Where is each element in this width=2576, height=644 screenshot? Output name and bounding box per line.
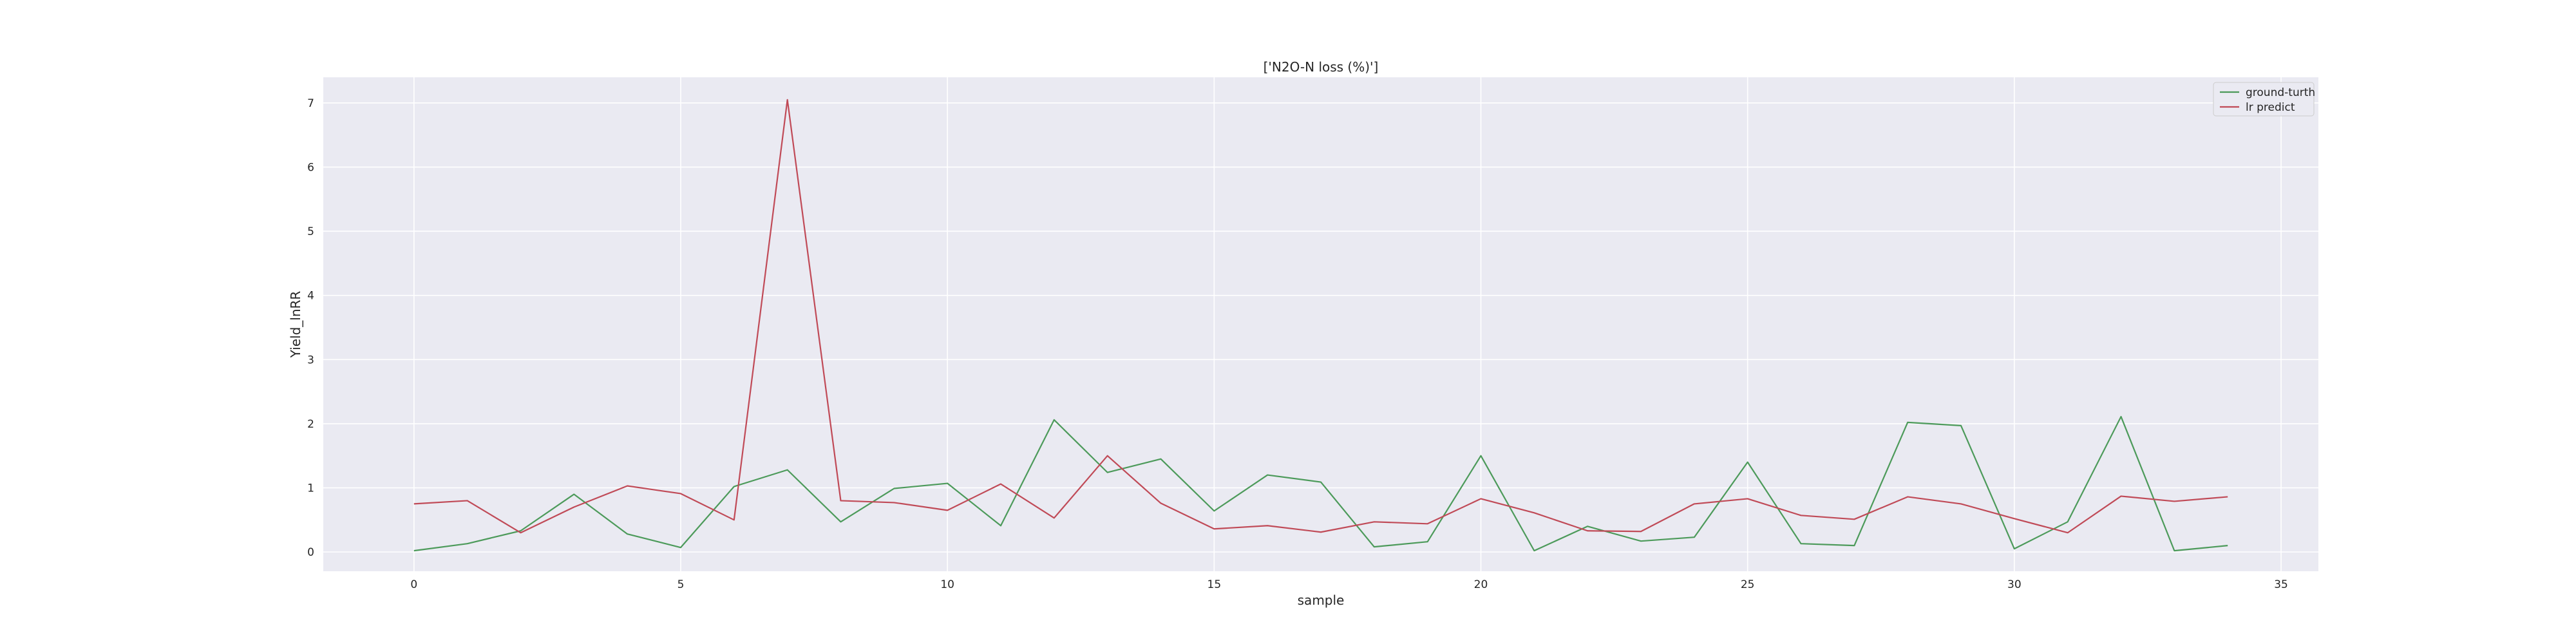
- y-tick-label: 0: [307, 546, 314, 559]
- x-tick-label: 5: [677, 578, 685, 591]
- x-tick-label: 35: [2274, 578, 2288, 591]
- y-tick-label: 1: [307, 482, 314, 495]
- grid: [323, 77, 2318, 571]
- y-tick-label: 5: [307, 225, 314, 238]
- x-tick-label: 10: [940, 578, 954, 591]
- plot-area: [323, 77, 2318, 571]
- y-tick-label: 3: [307, 354, 314, 366]
- x-tick-label: 15: [1208, 578, 1222, 591]
- y-tick-label: 4: [307, 290, 314, 303]
- series-line-lr-predict: [413, 99, 2228, 534]
- y-axis-label: Yield_lnRR: [288, 291, 303, 359]
- series-layer: [413, 99, 2228, 552]
- x-tick-label: 30: [2007, 578, 2022, 591]
- ticks: 0 5 10 15 20 25 30 35 0 1 2 3 4 5 6 7: [307, 97, 2288, 591]
- x-tick-label: 0: [410, 578, 417, 591]
- x-axis-label: sample: [1298, 592, 1345, 608]
- y-tick-label: 6: [307, 161, 314, 174]
- legend-label: ground-turth: [2246, 86, 2315, 99]
- x-tick-label: 25: [1741, 578, 1755, 591]
- x-tick-label: 20: [1474, 578, 1488, 591]
- y-tick-label: 7: [307, 97, 314, 110]
- series-line-ground-turth: [413, 415, 2228, 552]
- chart-title: ['N2O-N loss (%)']: [1264, 59, 1379, 75]
- legend-label: lr predict: [2246, 101, 2295, 114]
- y-tick-label: 2: [307, 418, 314, 431]
- legend: ground-turth lr predict: [2213, 82, 2315, 117]
